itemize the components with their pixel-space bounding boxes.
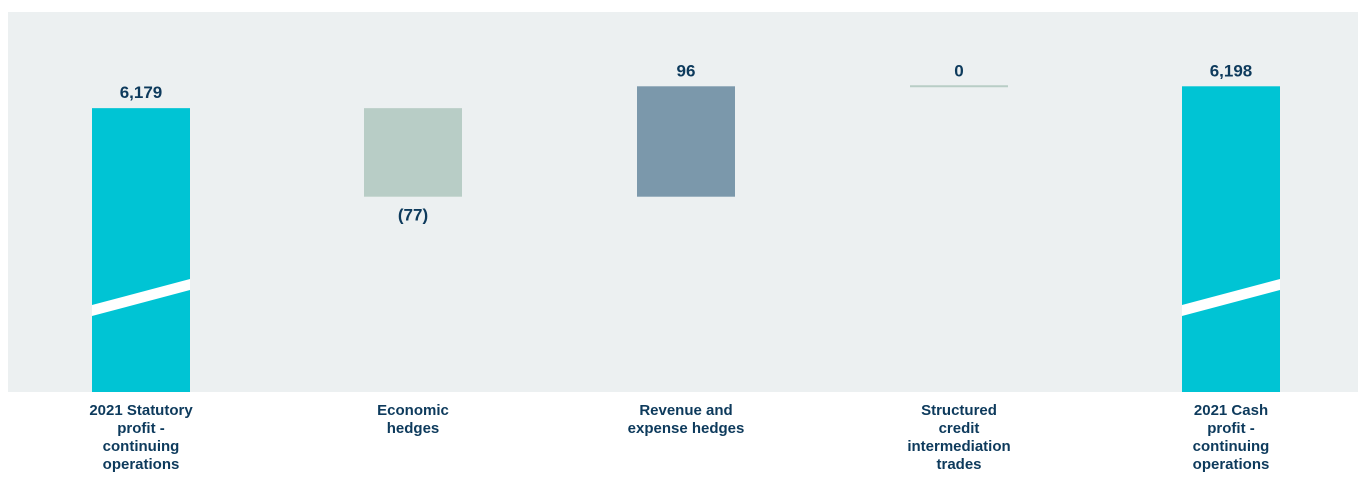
bar-delta [637,86,735,197]
value-label: 96 [677,61,696,80]
value-label: (77) [398,206,428,225]
axis-break-mark [1182,279,1280,316]
bar-delta [364,108,462,197]
category-label: Structured credit intermediation trades [907,402,1010,473]
axis-break-mark [92,279,190,316]
category-label: Economic hedges [377,402,449,437]
plot-background [8,12,1358,392]
category-label: Revenue and expense hedges [628,402,745,437]
category-label: 2021 Statutory profit -continuing operatio… [89,402,193,473]
value-label: 6,179 [120,83,163,102]
value-label: 0 [954,61,963,80]
bar-total [1182,86,1280,393]
category-label: 2021 Cash profit -continuing operations [1193,402,1270,473]
value-label: 6,198 [1210,61,1253,80]
bar-total [92,108,190,393]
